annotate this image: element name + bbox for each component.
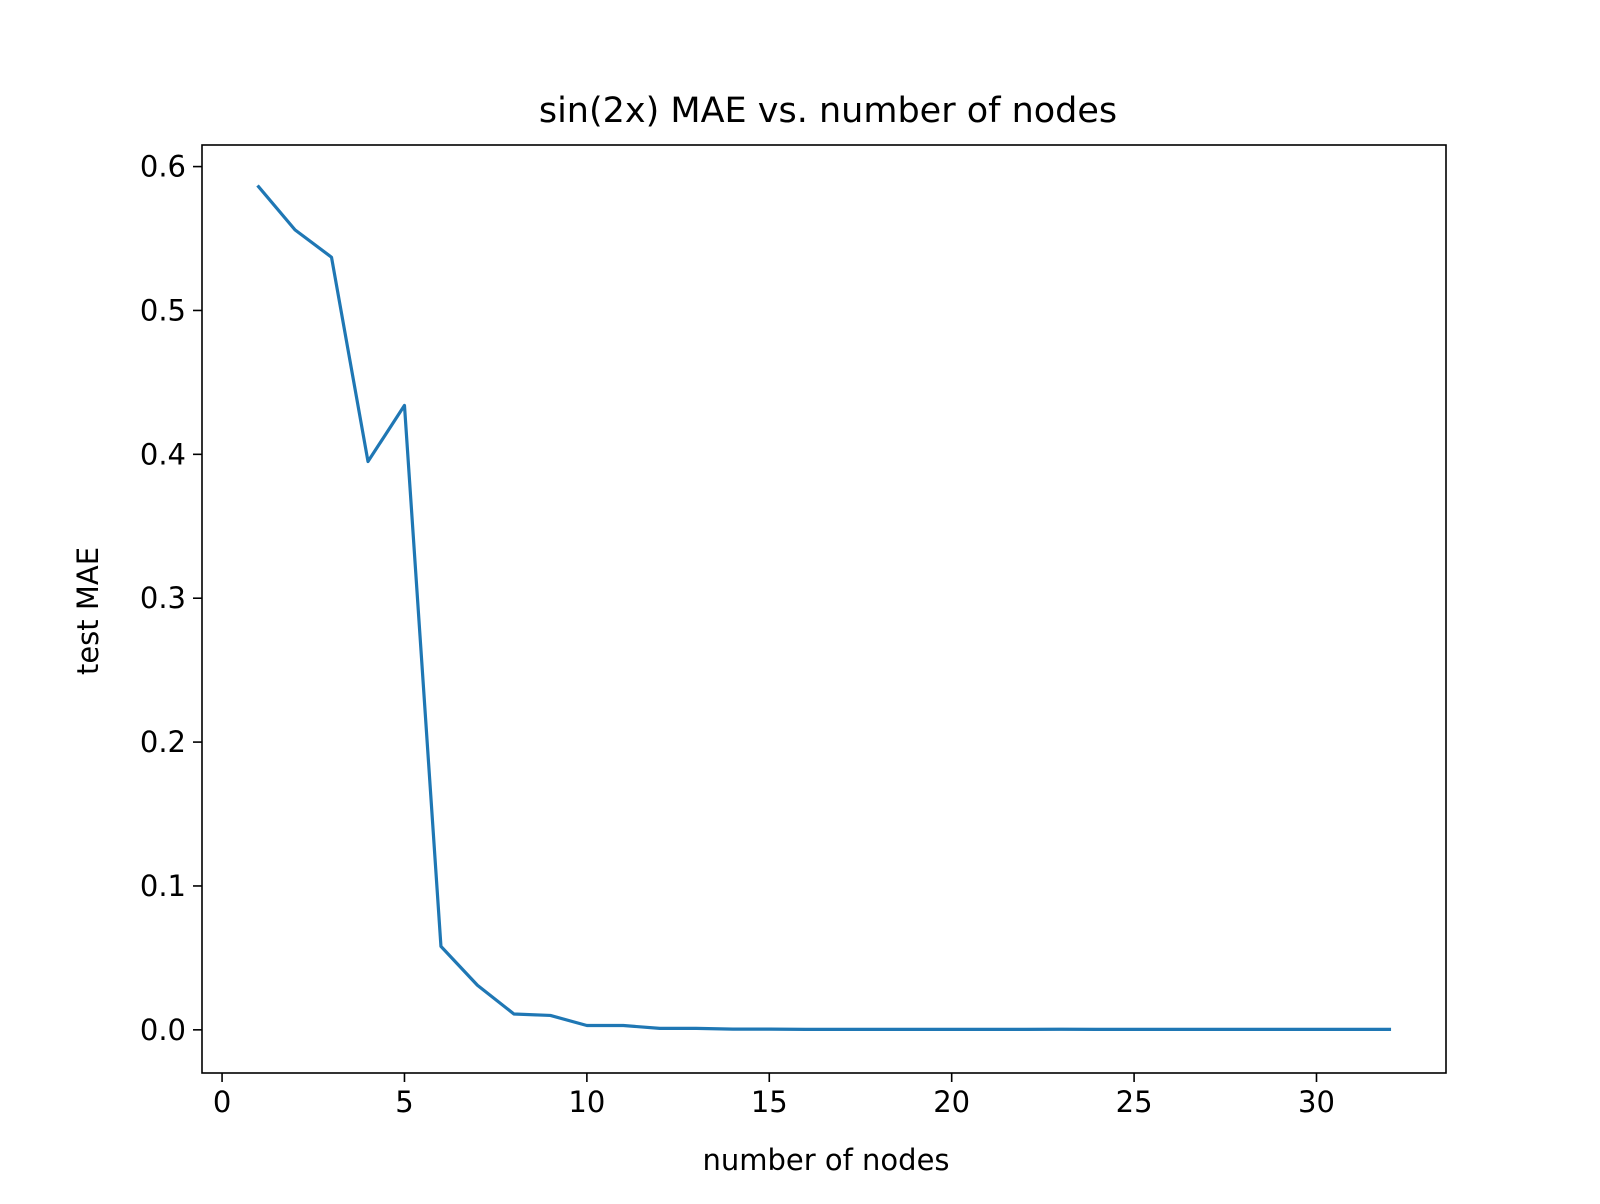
x-axis-label: number of nodes [702, 1143, 949, 1177]
plot-area: 0 5 10 15 20 25 30 0.0 0.1 0.2 0.3 0.4 0.5 0.6 [140, 144, 1447, 1119]
plot-frame [201, 144, 1447, 1074]
x-tick-label: 5 [395, 1085, 413, 1119]
y-tick-label: 0.6 [140, 150, 186, 184]
x-tick-label: 25 [1116, 1085, 1153, 1119]
x-tick-label: 10 [568, 1085, 605, 1119]
y-tick-label: 0.1 [140, 869, 186, 903]
series-line-0 [256, 184, 1392, 1032]
x-tick-label: 0 [213, 1085, 231, 1119]
y-tick-label: 0.2 [140, 725, 186, 759]
x-tick-label: 15 [751, 1085, 788, 1119]
chart-title: sin(2x) MAE vs. number of nodes [539, 91, 1117, 131]
x-tick-label: 20 [933, 1085, 970, 1119]
y-tick-label: 0.0 [140, 1013, 186, 1047]
y-tick-label: 0.5 [140, 293, 186, 327]
y-tick-label: 0.3 [140, 581, 186, 615]
x-tick-label: 30 [1298, 1085, 1335, 1119]
y-tick-label: 0.4 [140, 437, 186, 471]
y-axis-label: test MAE [71, 547, 105, 675]
